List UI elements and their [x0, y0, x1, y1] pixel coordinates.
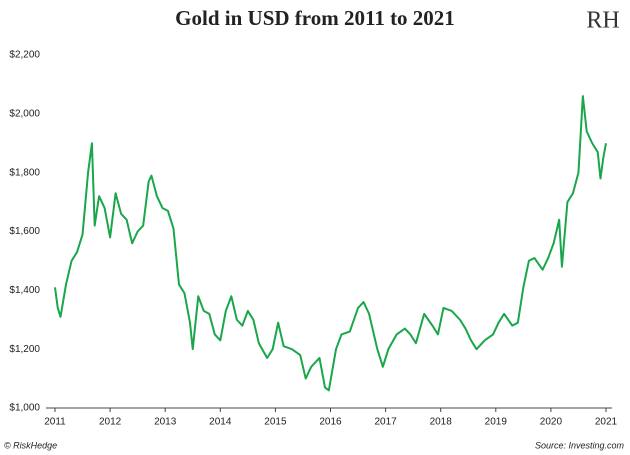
y-tick-label: $1,400	[9, 285, 40, 296]
x-tick-label: 2016	[319, 417, 342, 428]
x-tick-label: 2018	[430, 417, 453, 428]
y-tick-label: $2,000	[9, 108, 40, 119]
x-tick-label: 2011	[44, 417, 66, 428]
y-tick-label: $1,800	[9, 167, 40, 178]
price-line	[54, 95, 607, 392]
logo: RH	[586, 8, 619, 34]
y-tick-label: $1,000	[9, 403, 40, 414]
chart-title: Gold in USD from 2011 to 2021	[175, 6, 455, 30]
source: Source: Investing.com	[535, 440, 625, 450]
x-tick-label: 2012	[99, 417, 122, 428]
credit: © RiskHedge	[4, 440, 57, 450]
x-tick-label: 2014	[209, 417, 232, 428]
x-tick-label: 2020	[540, 417, 563, 428]
x-tick-label: 2019	[485, 417, 508, 428]
x-tick-label: 2017	[374, 417, 397, 428]
x-tick-label: 2021	[595, 417, 618, 428]
y-tick-label: $1,200	[9, 344, 40, 355]
y-tick-label: $1,600	[9, 226, 40, 237]
y-tick-label: $2,200	[9, 50, 40, 61]
x-tick-label: 2015	[264, 417, 287, 428]
x-tick-label: 2013	[154, 417, 177, 428]
